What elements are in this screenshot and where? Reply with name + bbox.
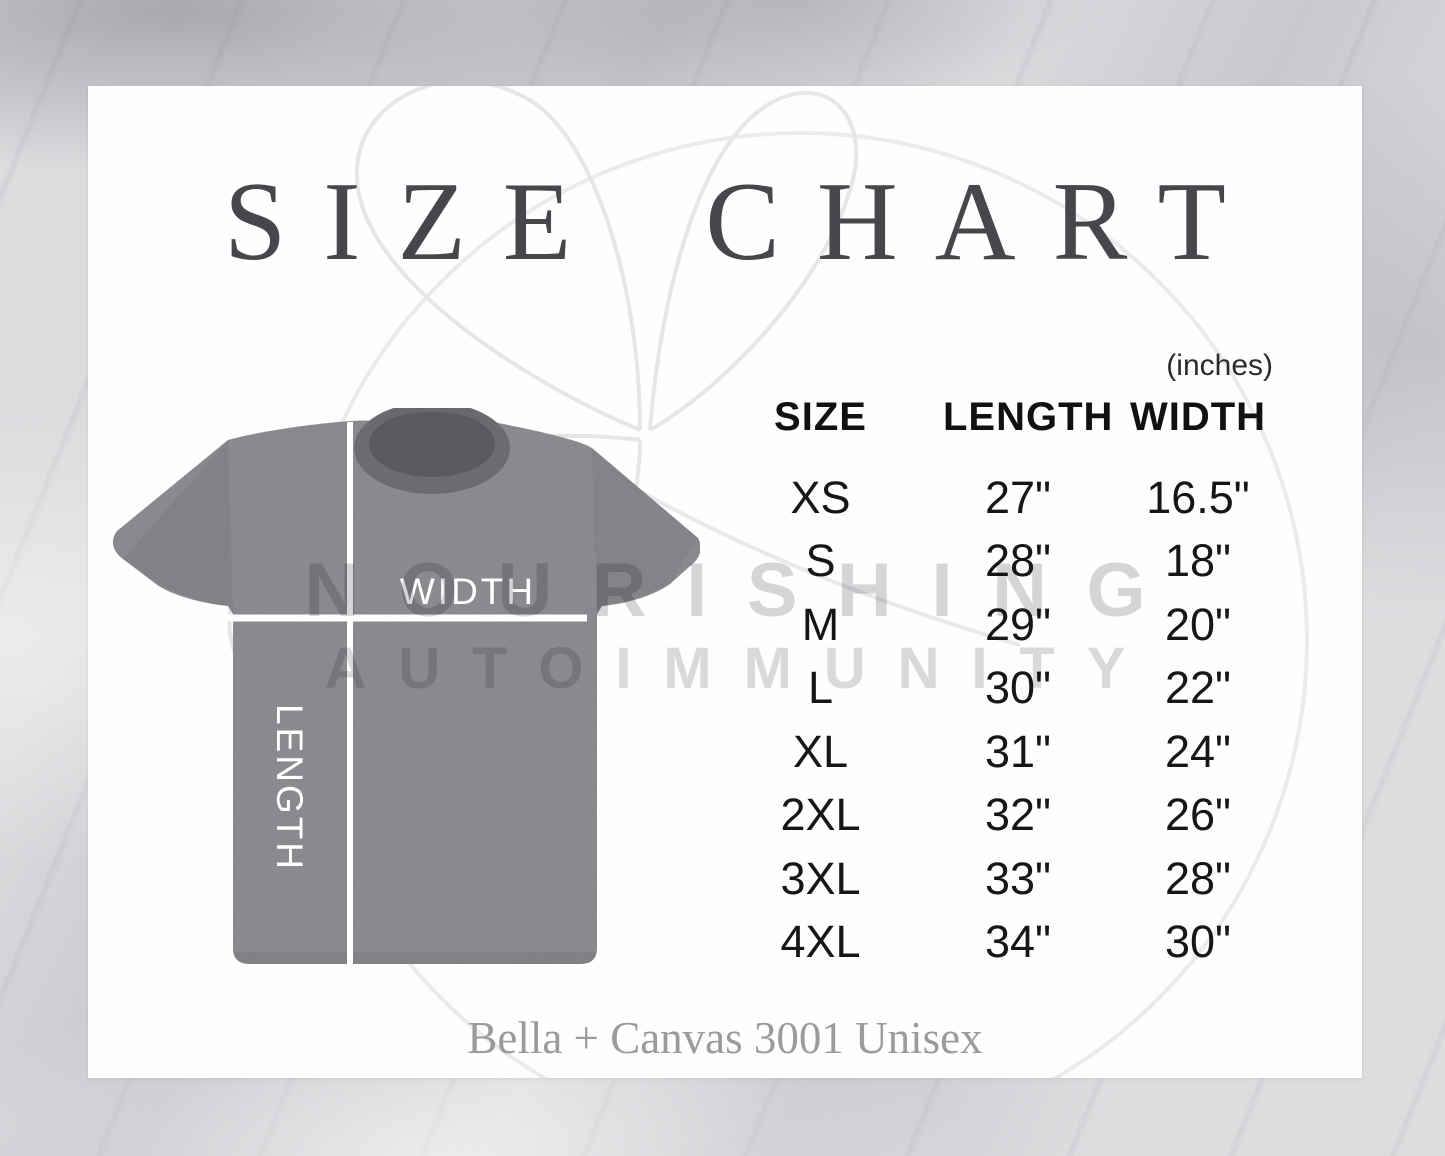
size-cell: L	[807, 662, 834, 714]
tshirt-graphic	[112, 402, 701, 964]
table-row: S 28" 18"	[698, 530, 1303, 594]
width-cell: 22"	[1164, 662, 1232, 714]
width-cell: 20"	[1164, 598, 1232, 650]
length-cell: 32"	[984, 789, 1052, 841]
length-cell: 30"	[984, 662, 1052, 714]
column-header-width: WIDTH	[1129, 395, 1267, 439]
size-cell: 3XL	[780, 852, 861, 904]
table-row: L 30" 22"	[698, 657, 1303, 721]
width-cell: 24"	[1164, 725, 1232, 777]
width-cell: 30"	[1164, 916, 1232, 968]
table-row: M 29" 20"	[698, 593, 1303, 657]
units-note: (inches)	[1166, 349, 1273, 382]
column-header-size: SIZE	[774, 395, 867, 439]
page-title: SIZE CHART	[224, 160, 1263, 284]
length-cell: 29"	[984, 598, 1052, 650]
size-cell: S	[805, 535, 836, 587]
table-body: XS 27" 16.5" S 28" 18" M 29" 20" L 30" 2…	[698, 466, 1303, 974]
width-cell: 16.5"	[1146, 471, 1250, 523]
table-row: 2XL 32" 26"	[698, 784, 1303, 848]
product-caption: Bella + Canvas 3001 Unisex	[467, 1013, 983, 1063]
table-header-row: SIZE LENGTH WIDTH	[698, 397, 1303, 437]
column-header-length: LENGTH	[943, 395, 1114, 439]
size-cell: 2XL	[780, 789, 861, 841]
length-cell: 34"	[984, 916, 1052, 968]
width-cell: 28"	[1164, 852, 1232, 904]
table-row: XS 27" 16.5"	[698, 466, 1303, 530]
size-cell: XL	[792, 725, 849, 777]
table-row: XL 31" 24"	[698, 720, 1303, 784]
length-cell: 33"	[984, 852, 1052, 904]
size-table: (inches) SIZE LENGTH WIDTH XS 27" 16.5" …	[698, 351, 1303, 974]
size-cell: M	[801, 598, 840, 650]
size-cell: XS	[790, 471, 851, 523]
length-cell: 28"	[984, 535, 1052, 587]
width-label: WIDTH	[400, 571, 536, 612]
length-cell: 27"	[984, 471, 1052, 523]
width-cell: 18"	[1164, 535, 1232, 587]
table-row: 4XL 34" 30"	[698, 911, 1303, 975]
size-cell: 4XL	[780, 916, 861, 968]
length-label: LENGTH	[269, 704, 310, 872]
table-row: 3XL 33" 28"	[698, 847, 1303, 911]
size-chart-card: SIZE CHART	[88, 86, 1362, 1078]
width-cell: 26"	[1164, 789, 1232, 841]
length-cell: 31"	[984, 725, 1052, 777]
tshirt-diagram: WIDTH LENGTH	[110, 402, 701, 978]
